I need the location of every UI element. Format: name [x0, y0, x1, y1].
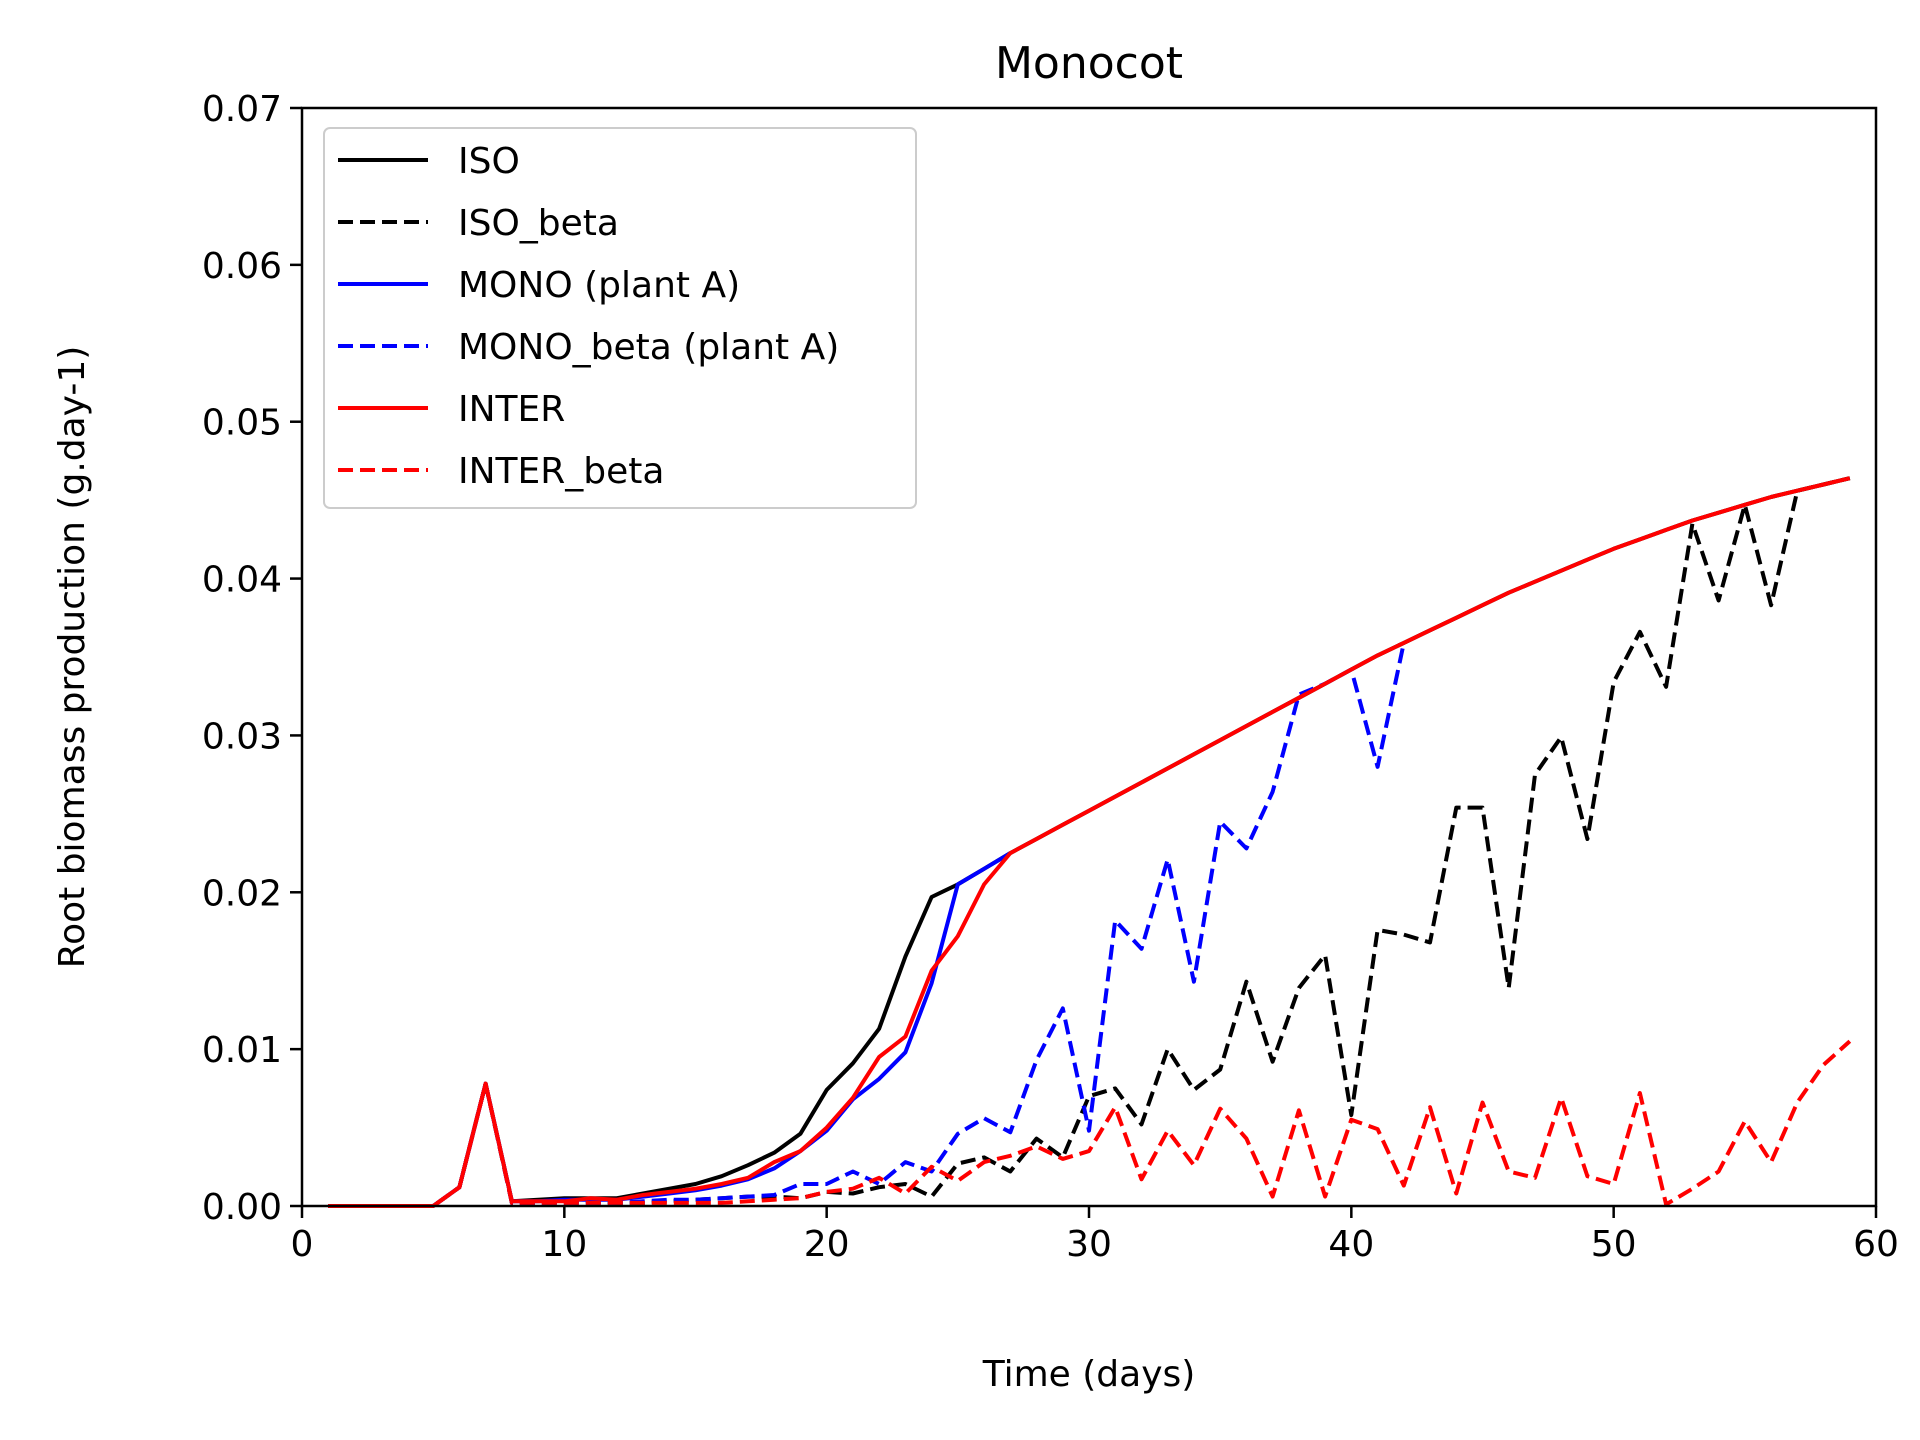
legend-label-5: INTER_beta [458, 451, 664, 492]
y-tick-label: 0.07 [202, 89, 282, 130]
legend-label-4: INTER [458, 389, 565, 430]
x-tick-label: 50 [1591, 1224, 1637, 1265]
y-axis-label: Root biomass production (g.day-1) [52, 346, 93, 969]
x-tick-label: 10 [541, 1224, 587, 1265]
y-axis: 0.00 0.01 0.02 0.03 0.04 0.05 0.06 0.07 [202, 89, 302, 1228]
legend-entries: ISO ISO_beta MONO (plant A) MONO_beta (plan… [338, 141, 839, 492]
legend-label-3: MONO_beta (plant A) [458, 327, 839, 368]
series-line-4 [328, 476, 1851, 1208]
x-tick-label: 30 [1066, 1224, 1112, 1265]
y-tick-label: 0.05 [202, 403, 282, 444]
legend-box [323, 127, 917, 509]
x-tick-label: 60 [1853, 1224, 1899, 1265]
chart-title: Monocot [995, 38, 1183, 89]
legend-label-2: MONO (plant A) [458, 265, 740, 306]
series-line-3 [328, 642, 1406, 1208]
x-tick-label: 20 [804, 1224, 850, 1265]
series-line-1 [328, 476, 1851, 1208]
x-tick-label: 40 [1328, 1224, 1374, 1265]
series-layer [328, 476, 1852, 1208]
x-axis: 0 10 20 30 40 50 60 [291, 1206, 1899, 1265]
legend-label-0: ISO [458, 141, 520, 182]
x-axis-label: Time (days) [982, 1354, 1196, 1395]
y-tick-label: 0.00 [202, 1187, 282, 1228]
y-tick-label: 0.02 [202, 873, 282, 914]
y-tick-label: 0.01 [202, 1030, 282, 1071]
y-tick-label: 0.06 [202, 246, 282, 287]
y-tick-label: 0.04 [202, 560, 282, 601]
y-tick-label: 0.03 [202, 716, 282, 757]
legend: ISO ISO_beta MONO (plant A) MONO_beta (plan… [323, 127, 917, 509]
x-tick-label: 0 [291, 1224, 314, 1265]
series-line-5 [328, 1039, 1852, 1208]
legend-label-1: ISO_beta [458, 203, 619, 244]
